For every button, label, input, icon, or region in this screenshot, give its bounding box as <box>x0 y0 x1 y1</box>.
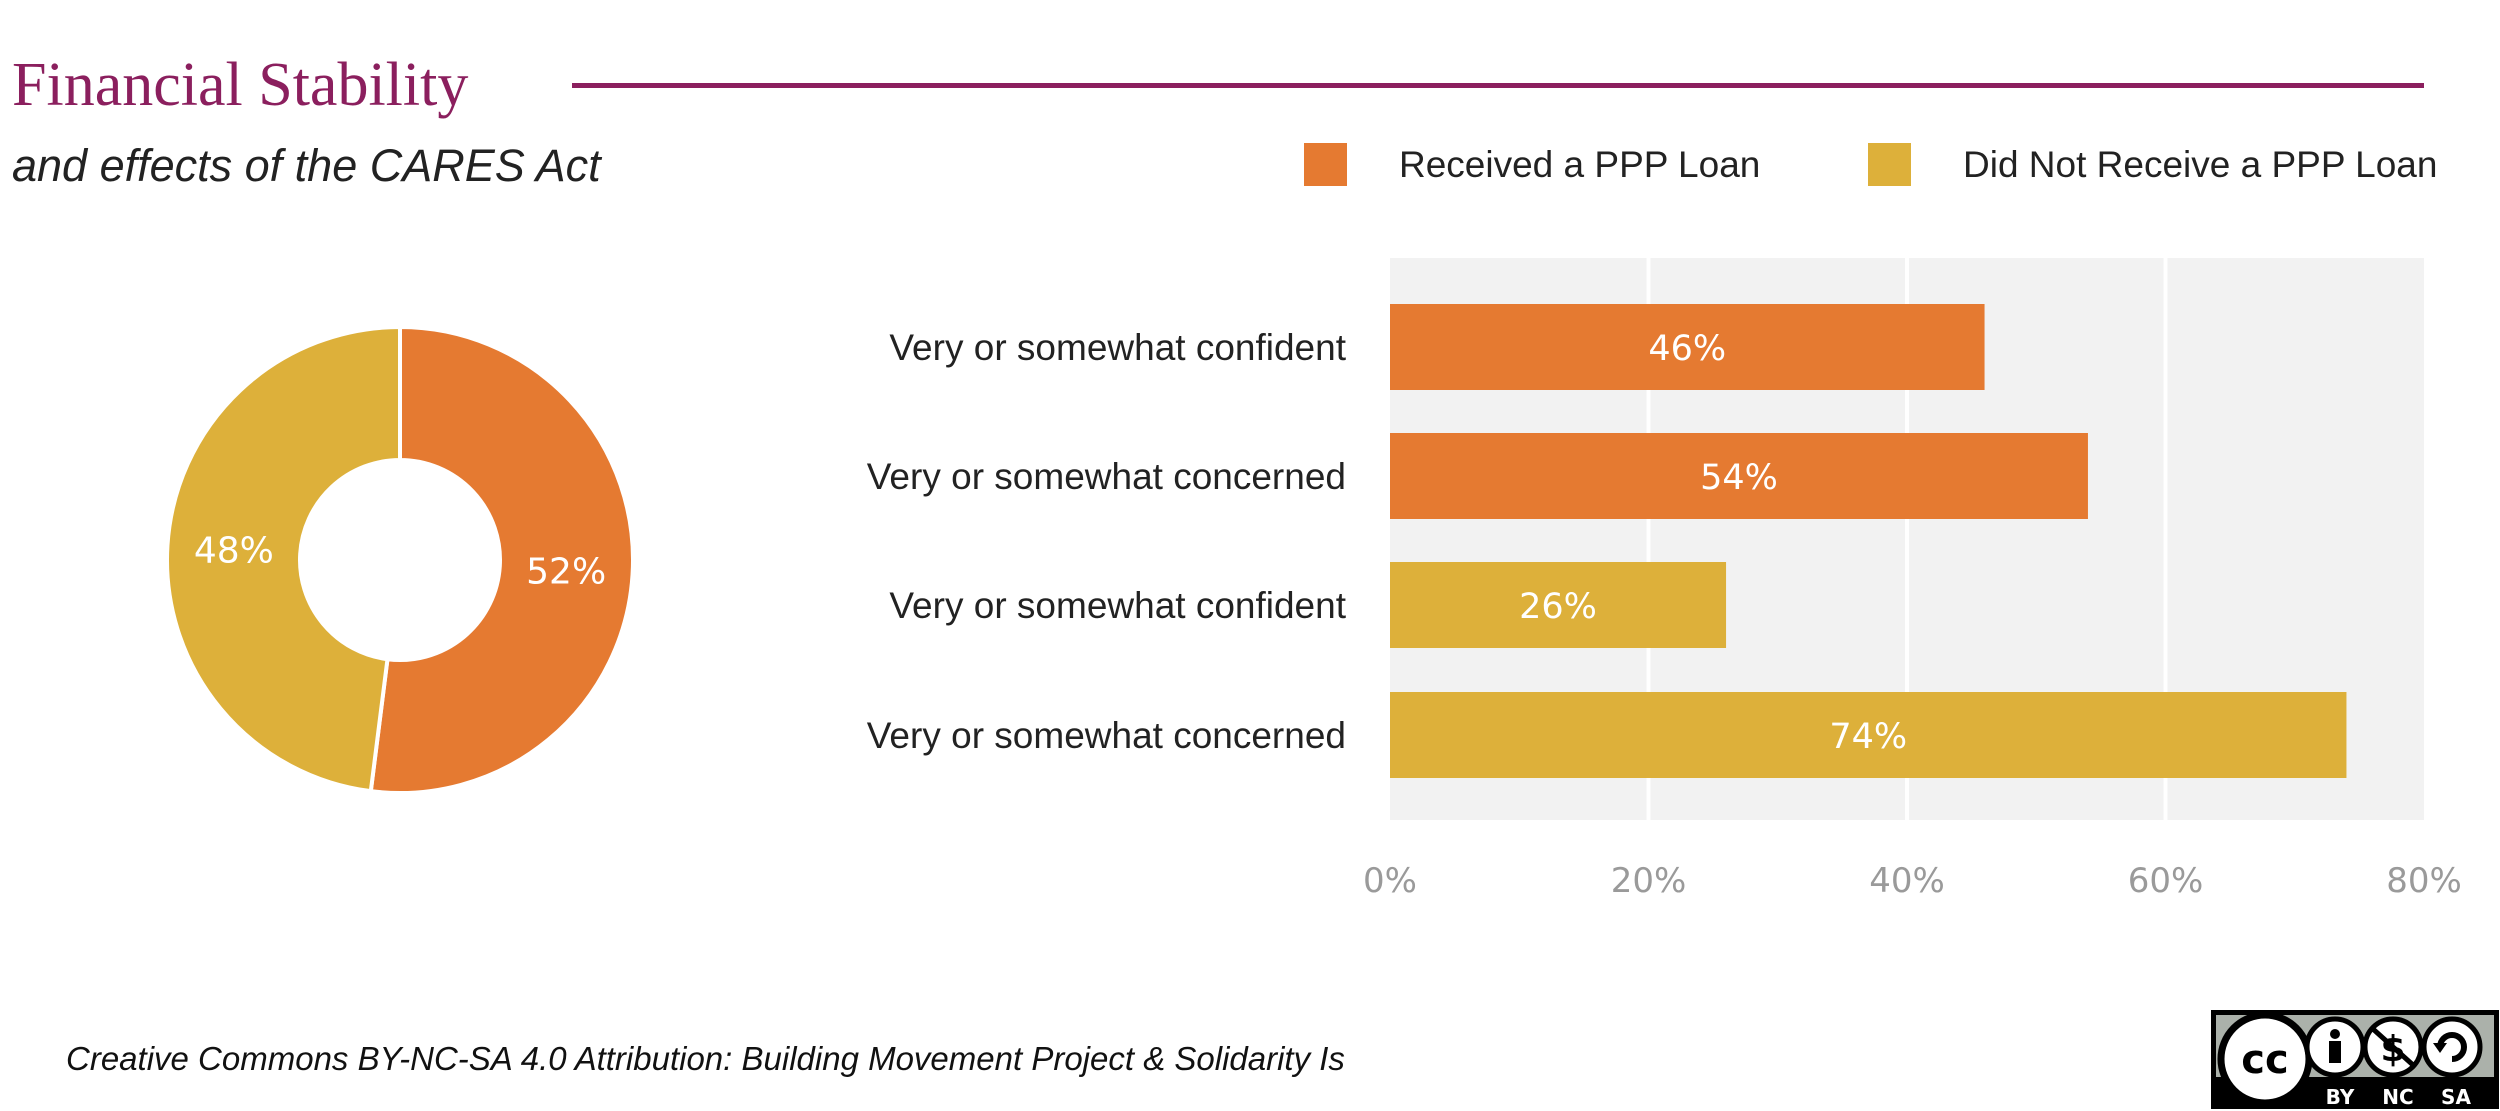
chart-canvas: 52% 48% 0% 20% 40% 60% 80% 46% Very or somewhat … <box>165 258 2462 901</box>
pie-slice-label-0: 52% <box>526 551 606 592</box>
bar-value-label-3: 74% <box>1829 717 1907 757</box>
bar-value-label-1: 54% <box>1700 458 1778 498</box>
category-label-3: Very or somewhat concerned <box>867 715 1346 756</box>
cc-license-badge: cc $ BY NC SA <box>2211 1010 2499 1109</box>
bar-2 <box>1390 562 1727 648</box>
pie-slice-1 <box>165 324 402 794</box>
bar-0 <box>1390 304 1985 390</box>
legend-label-received: Received a PPP Loan <box>1399 143 1761 185</box>
category-label-1: Very or somewhat concerned <box>867 456 1346 497</box>
page-title: Financial Stability <box>12 51 469 119</box>
x-tick-label-0: 0% <box>1363 861 1417 901</box>
legend-swatch-received <box>1304 143 1347 186</box>
title-rule <box>572 83 2424 88</box>
legend-item-not-received: Did Not Receive a PPP Loan <box>1868 143 2437 186</box>
cc-badge-letter-sa: SA <box>2441 1085 2471 1109</box>
bar-3 <box>1390 692 2347 778</box>
footer-attribution: Creative Commons BY-NC-SA 4.0 Attributio… <box>66 1040 1345 1077</box>
cc-badge-letter-nc: NC <box>2382 1085 2413 1109</box>
bar-value-label-0: 46% <box>1648 329 1726 369</box>
legend-label-not-received: Did Not Receive a PPP Loan <box>1963 143 2438 185</box>
legend-item-received: Received a PPP Loan <box>1304 143 1760 186</box>
x-tick-label-3: 60% <box>2128 861 2204 901</box>
cc-icon-glyph: cc <box>2241 1037 2288 1083</box>
bar-value-label-2: 26% <box>1519 587 1597 627</box>
x-tick-label-4: 80% <box>2386 861 2462 901</box>
pie-slice-label-1: 48% <box>194 531 274 572</box>
cc-badge-letter-by: BY <box>2326 1085 2355 1109</box>
legend-swatch-not-received <box>1868 143 1911 186</box>
sa-share-icon <box>2421 1016 2483 1078</box>
bar-1 <box>1390 433 2088 519</box>
page-subtitle: and effects of the CARES Act <box>12 140 601 191</box>
x-tick-label-2: 40% <box>1869 861 1945 901</box>
category-label-2: Very or somewhat confident <box>889 585 1346 626</box>
category-label-0: Very or somewhat confident <box>889 327 1346 368</box>
x-tick-label-1: 20% <box>1611 861 1687 901</box>
pie-slice-0 <box>368 324 635 795</box>
